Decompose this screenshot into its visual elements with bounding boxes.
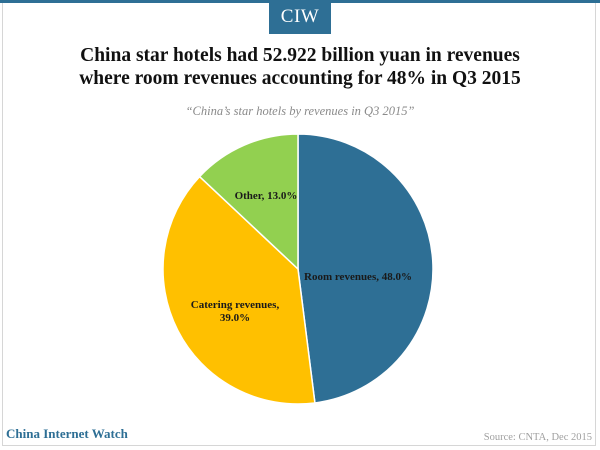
chart-title: China star hotels had 52.922 billion yua…: [0, 44, 600, 90]
pie-slice-room-revenues: [297, 133, 434, 404]
chart-subtitle: “China’s star hotels by revenues in Q3 2…: [185, 104, 415, 118]
chart-title-line-1: China star hotels had 52.922 billion yua…: [80, 45, 520, 66]
chart-title-line-2: where room revenues accounting for 48% i…: [79, 68, 521, 89]
slice-label-catering-revenues: Catering revenues, 39.0%: [191, 299, 280, 324]
footer-brand: China Internet Watch: [6, 426, 128, 441]
slice-label-other: Other, 13.0%: [235, 190, 298, 202]
ciw-logo: CIW: [269, 0, 331, 34]
pie-slice-other: [198, 133, 299, 271]
source-note: Source: CNTA, Dec 2015: [483, 432, 592, 443]
slice-label-room-revenues: Room revenues, 48.0%: [304, 271, 412, 283]
pie-slice-catering-revenues: [162, 175, 316, 405]
